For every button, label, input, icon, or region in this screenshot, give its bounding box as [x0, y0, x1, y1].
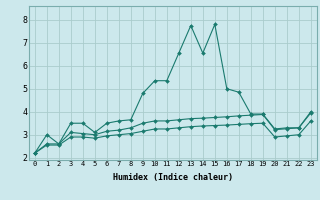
X-axis label: Humidex (Indice chaleur): Humidex (Indice chaleur) [113, 173, 233, 182]
